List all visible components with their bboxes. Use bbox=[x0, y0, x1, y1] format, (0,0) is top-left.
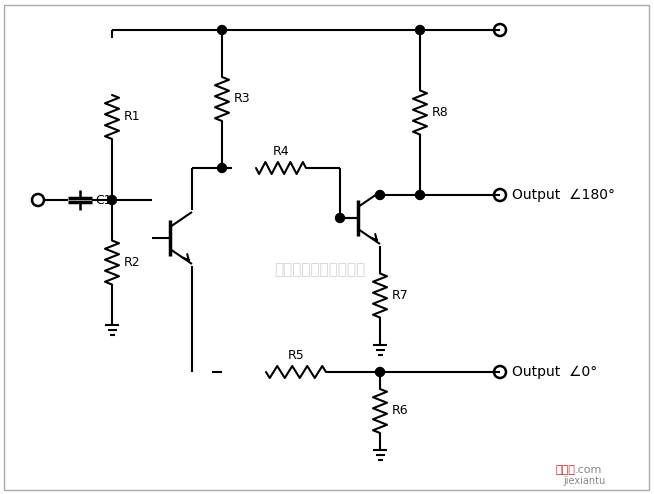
Circle shape bbox=[107, 196, 116, 205]
Text: 接线图: 接线图 bbox=[555, 465, 575, 475]
Text: R3: R3 bbox=[234, 92, 250, 106]
Circle shape bbox=[375, 368, 385, 376]
Circle shape bbox=[415, 191, 424, 200]
Text: R8: R8 bbox=[432, 106, 449, 119]
Text: R5: R5 bbox=[288, 349, 304, 362]
Circle shape bbox=[336, 213, 345, 222]
Text: R2: R2 bbox=[124, 256, 141, 269]
Text: R6: R6 bbox=[392, 405, 409, 417]
Circle shape bbox=[218, 164, 226, 172]
Circle shape bbox=[375, 191, 385, 200]
Circle shape bbox=[415, 26, 424, 35]
Text: R4: R4 bbox=[273, 145, 289, 158]
Text: jiexiantu: jiexiantu bbox=[563, 476, 605, 486]
Text: 杭州将睿科技有限公司: 杭州将睿科技有限公司 bbox=[275, 262, 366, 278]
Text: Output  ∠180°: Output ∠180° bbox=[512, 188, 615, 202]
Text: R1: R1 bbox=[124, 111, 141, 124]
Text: R7: R7 bbox=[392, 289, 409, 302]
Text: C1: C1 bbox=[95, 194, 112, 206]
Text: Output  ∠0°: Output ∠0° bbox=[512, 365, 597, 379]
Text: .com: .com bbox=[575, 465, 602, 475]
Circle shape bbox=[218, 26, 226, 35]
